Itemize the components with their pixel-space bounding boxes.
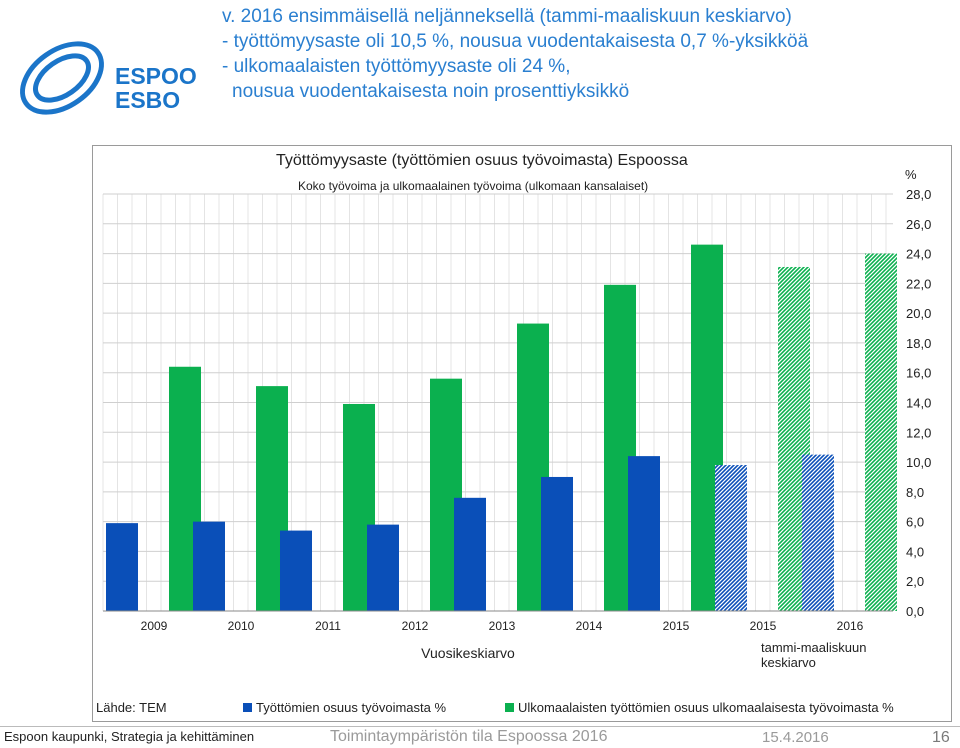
y-tick-label: 16,0	[906, 366, 931, 381]
bar-total-unemployment-2010	[193, 521, 225, 611]
bar-total-unemployment-2015	[715, 465, 747, 611]
y-tick-label: 26,0	[906, 217, 931, 232]
x-tick-label: 2012	[402, 619, 429, 633]
footer-presentation-title: Toimintaympäristön tila Espoossa 2016	[330, 728, 608, 745]
footer-organization: Espoon kaupunki, Strategia ja kehittämin…	[4, 729, 255, 744]
footer-date: 15.4.2016	[762, 729, 829, 746]
y-tick-label: 22,0	[906, 276, 931, 291]
headline-line-2: - työttömyysaste oli 10,5 %, nousua vuod…	[222, 31, 809, 52]
chart-plot: 0,0 2,0 4,0 6,0 8,0 10,0 12,0 14,0 16,0 18,0 20,0 2…	[96, 167, 931, 715]
y-tick-label: 6,0	[906, 515, 924, 530]
y-axis-unit-label: %	[905, 167, 917, 182]
y-tick-label: 8,0	[906, 485, 924, 500]
headline-line-4: nousua vuodentakaisesta noin prosenttiyk…	[232, 81, 630, 102]
group-label-annual: Vuosikeskiarvo	[421, 645, 515, 661]
bar-total-unemployment-2009	[106, 523, 138, 611]
logo-text-espoo: ESPOO	[115, 63, 197, 89]
y-tick-label: 12,0	[906, 425, 931, 440]
legend-swatch-total	[243, 703, 252, 712]
legend-swatch-foreign	[505, 703, 514, 712]
x-tick-label: 2015	[750, 619, 777, 633]
headline-line-1: v. 2016 ensimmäisellä neljänneksellä (ta…	[222, 6, 792, 27]
headline-line-3: - ulkomaalaisten työttömyysaste oli 24 %…	[222, 56, 571, 77]
bar-total-unemployment-2014	[541, 476, 573, 611]
y-tick-label: 10,0	[906, 455, 931, 470]
source-label: Lähde: TEM	[96, 700, 167, 715]
x-tick-label: 2011	[315, 619, 341, 633]
chart-subtitle: Koko työvoima ja ulkomaalainen työvoima …	[298, 179, 649, 193]
y-tick-label: 18,0	[906, 336, 931, 351]
footer-page-number: 16	[932, 729, 950, 746]
group-label-quarterly: tammi-maaliskuun keskiarvo	[761, 640, 866, 670]
logo-text-esbo: ESBO	[115, 87, 180, 113]
legend-label-foreign: Ulkomaalaisten työttömien osuus ulkomaal…	[518, 700, 894, 715]
x-tick-label: 2009	[141, 619, 168, 633]
y-tick-label: 14,0	[906, 396, 931, 411]
x-tick-label: 2010	[228, 619, 255, 633]
bar-total-unemployment-2015	[628, 456, 660, 611]
bar-total-unemployment-2016	[802, 454, 834, 611]
slide-footer: Espoon kaupunki, Strategia ja kehittämin…	[0, 726, 960, 748]
y-tick-label: 2,0	[906, 574, 924, 589]
chart-container: Työttömyysaste (työttömien osuus työvoim…	[92, 145, 952, 722]
x-tick-label: 2014	[576, 619, 603, 633]
y-tick-label: 24,0	[906, 247, 931, 262]
bar-foreign-unemployment-2016	[865, 253, 897, 612]
logo-swirl-icon	[20, 41, 104, 115]
x-tick-label: 2016	[837, 619, 864, 633]
y-tick-label: 20,0	[906, 306, 931, 321]
y-tick-label: 0,0	[906, 604, 924, 619]
slide-headline: v. 2016 ensimmäisellä neljänneksellä (ta…	[222, 4, 808, 104]
bar-total-unemployment-2012	[367, 524, 399, 611]
x-tick-label: 2013	[489, 619, 516, 633]
y-tick-label: 28,0	[906, 187, 931, 202]
legend-label-total: Työttömien osuus työvoimasta %	[256, 700, 446, 715]
espoo-esbo-logo: ESPOO ESBO	[20, 41, 197, 115]
bar-total-unemployment-2013	[454, 497, 486, 611]
bar-total-unemployment-2011	[280, 530, 312, 611]
chart-title: Työttömyysaste (työttömien osuus työvoim…	[276, 152, 688, 169]
x-tick-label: 2015	[663, 619, 690, 633]
y-tick-label: 4,0	[906, 544, 924, 559]
